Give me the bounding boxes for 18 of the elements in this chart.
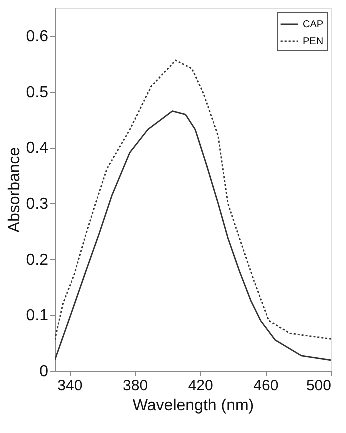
x-tick-label: 380: [123, 378, 148, 394]
x-tick-label: 500: [306, 378, 332, 394]
y-tick-label: 0.6: [26, 28, 49, 46]
y-tick-label: 0.3: [26, 196, 49, 213]
line-series: [55, 110, 331, 362]
line-series: [55, 60, 331, 341]
y-tick-label: 0: [40, 364, 49, 380]
y-axis-title: Absorbance: [6, 147, 24, 233]
y-tick-label: 0.2: [26, 252, 49, 269]
legend-label: PEN: [303, 36, 324, 48]
x-tick-label: 340: [58, 378, 83, 394]
y-tick-label: 0.5: [26, 84, 49, 102]
x-axis-title: Wavelength (nm): [132, 398, 254, 414]
y-tick-label: 0.1: [26, 308, 49, 325]
legend-label: CAP: [303, 20, 324, 30]
x-tick-label: 460: [254, 378, 279, 394]
y-tick-label: 0.4: [26, 140, 49, 158]
x-tick-label: 420: [188, 378, 214, 394]
